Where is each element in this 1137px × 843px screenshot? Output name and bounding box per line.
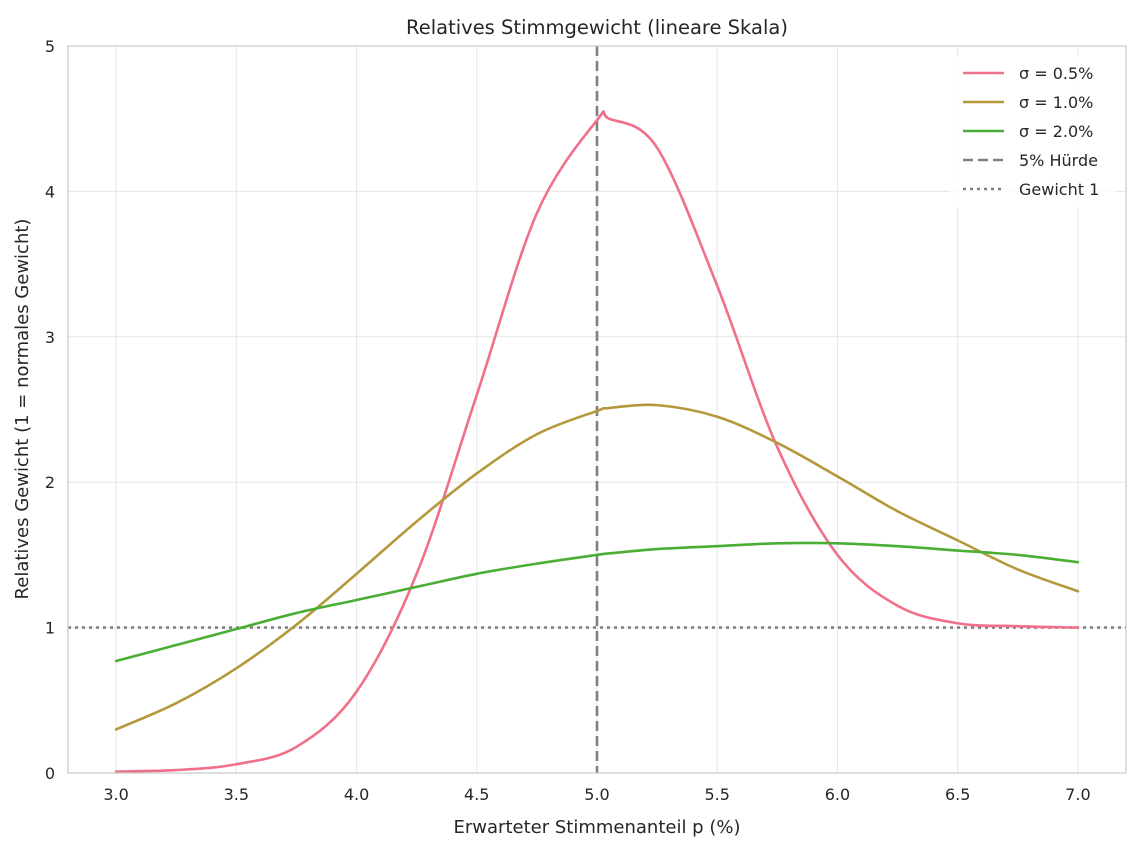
- legend-label: σ = 0.5%: [1019, 64, 1093, 83]
- x-axis-ticks: 3.0 3.5 4.0 4.5 5.0 5.5 6.0 6.5 7.0: [103, 785, 1090, 804]
- y-tick-label: 2: [45, 473, 55, 492]
- legend-label: σ = 2.0%: [1019, 122, 1093, 141]
- legend-entry: σ = 0.5%: [963, 64, 1093, 83]
- legend: σ = 0.5% σ = 1.0% σ = 2.0% 5% Hürde Gewicht …: [950, 56, 1116, 208]
- plot-frame: [67, 45, 1127, 774]
- legend-entry: 5% Hürde: [963, 151, 1098, 170]
- series-lines: [114, 110, 1080, 773]
- legend-entry: Gewicht 1: [963, 180, 1099, 199]
- x-tick-label: 5.5: [705, 785, 730, 804]
- legend-entry: σ = 2.0%: [963, 122, 1093, 141]
- y-tick-label: 3: [45, 328, 55, 347]
- x-tick-label: 3.0: [103, 785, 128, 804]
- legend-label: 5% Hürde: [1019, 151, 1098, 170]
- legend-label: σ = 1.0%: [1019, 93, 1093, 112]
- y-tick-label: 4: [45, 182, 55, 201]
- legend-label: Gewicht 1: [1019, 180, 1099, 199]
- x-tick-label: 5.0: [584, 785, 609, 804]
- x-tick-label: 4.5: [464, 785, 489, 804]
- legend-entry: σ = 1.0%: [963, 93, 1093, 112]
- x-tick-label: 4.0: [344, 785, 369, 804]
- x-tick-label: 6.0: [825, 785, 850, 804]
- series-line-3: [114, 541, 1080, 663]
- y-axis-ticks: 0 1 2 3 4 5: [45, 37, 55, 783]
- y-tick-label: 0: [45, 764, 55, 783]
- x-tick-label: 6.5: [945, 785, 970, 804]
- chart-title: Relatives Stimmgewicht (lineare Skala): [406, 16, 788, 39]
- y-tick-label: 1: [45, 619, 55, 638]
- series-line-2: [114, 403, 1080, 731]
- x-tick-label: 7.0: [1065, 785, 1090, 804]
- y-axis-label: Relatives Gewicht (1 = normales Gewicht): [12, 219, 33, 600]
- x-axis-label: Erwarteter Stimmenanteil p (%): [454, 817, 741, 838]
- x-tick-label: 3.5: [224, 785, 249, 804]
- y-tick-label: 5: [45, 37, 55, 56]
- series-line-1: [114, 110, 1080, 773]
